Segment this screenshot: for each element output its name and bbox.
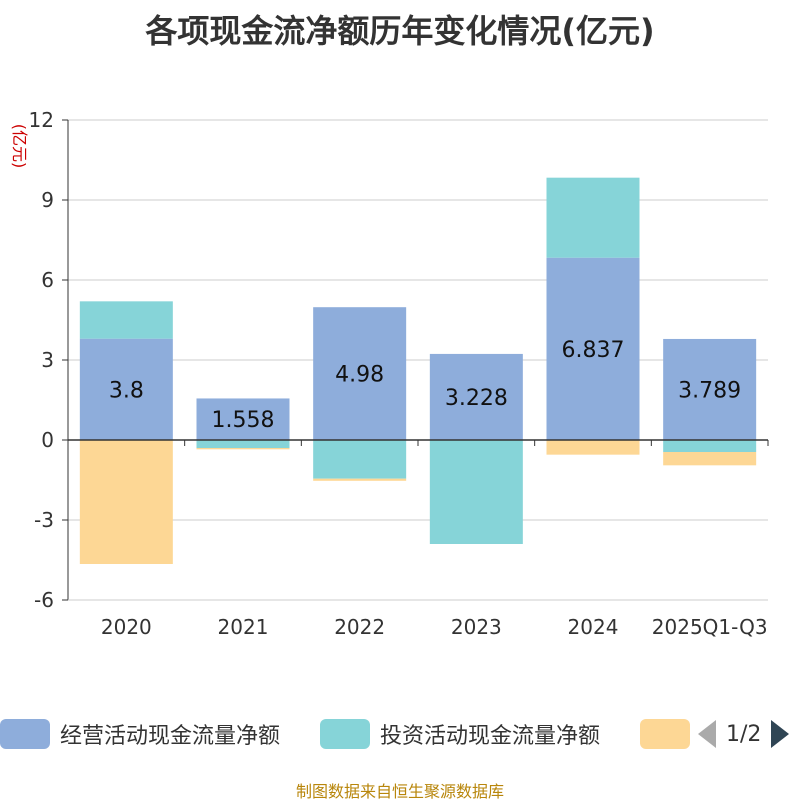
source-note: 制图数据来自恒生聚源数据库	[295, 782, 504, 801]
bar-2021-series-2	[196, 448, 290, 450]
y-tick-label--6: -6	[34, 588, 54, 612]
bar-2020-series-1	[79, 301, 173, 339]
x-tick-label-2021: 2021	[218, 615, 269, 639]
x-tick-label-2025Q1-Q3: 2025Q1-Q3	[652, 615, 768, 639]
bar-2022-series-2	[313, 478, 407, 481]
y-tick-label-3: 3	[41, 348, 54, 372]
legend-item-investing[interactable]: 投资活动现金流量净额	[320, 716, 600, 752]
bar-2025Q1-Q3-series-1	[663, 440, 757, 452]
data-label-2025Q1-Q3: 3.789	[678, 378, 741, 403]
legend-page-indicator: 1/2	[726, 721, 762, 747]
bar-2021-series-0	[196, 398, 290, 440]
bar-2022-series-0	[313, 307, 407, 440]
legend-label-investing: 投资活动现金流量净额	[380, 724, 601, 749]
data-label-2024: 6.837	[562, 338, 625, 363]
bar-2024-series-1	[546, 177, 640, 258]
legend-item-operating[interactable]: 经营活动现金流量净额	[0, 716, 280, 752]
x-tick-label-2024: 2024	[568, 615, 619, 639]
x-tick-label-2023: 2023	[451, 615, 502, 639]
legend-next-page-icon[interactable]	[771, 720, 790, 748]
y-tick-label--3: -3	[34, 508, 54, 532]
legend-swatch-operating	[0, 719, 50, 749]
y-tick-label-9: 9	[41, 188, 54, 212]
y-tick-label-0: 0	[41, 428, 54, 452]
y-tick-label-12: 12	[29, 108, 54, 132]
data-label-2023: 3.228	[445, 386, 508, 411]
chart-plot: -6 -3 0 3 6 9 12(亿元) 3.8 2020 1.558 2021 4.98 2022 3.…	[10, 108, 769, 639]
bar-2024-series-2	[546, 440, 640, 455]
legend-item-financing[interactable]	[640, 716, 700, 752]
data-label-2021: 1.558	[212, 408, 275, 433]
data-label-2020: 3.8	[109, 378, 144, 403]
data-label-2022: 4.98	[335, 363, 384, 388]
bar-2025Q1-Q3-series-0	[663, 338, 757, 440]
legend-pager: 1/2	[698, 716, 790, 752]
x-tick-label-2022: 2022	[334, 615, 385, 639]
legend-label-operating: 经营活动现金流量净额	[60, 724, 281, 749]
bar-2021-series-1	[196, 440, 290, 448]
bar-2020-series-2	[79, 440, 173, 564]
legend-prev-page-icon[interactable]	[698, 720, 716, 748]
legend-swatch-financing	[640, 719, 690, 749]
legend-swatch-investing	[320, 719, 370, 749]
y-axis-label: (亿元)	[10, 124, 29, 169]
bar-2023-series-0	[429, 353, 523, 440]
bar-2022-series-1	[313, 440, 407, 479]
bar-2025Q1-Q3-series-2	[663, 452, 757, 466]
bar-2020-series-0	[79, 338, 173, 440]
x-tick-label-2020: 2020	[101, 615, 152, 639]
chart-title: 各项现金流净额历年变化情况(亿元)	[145, 12, 655, 50]
legend: 经营活动现金流量净额 投资活动现金流量净额	[0, 716, 800, 752]
bar-2024-series-0	[546, 257, 640, 440]
y-tick-label-6: 6	[41, 268, 54, 292]
bar-2023-series-1	[429, 440, 523, 544]
